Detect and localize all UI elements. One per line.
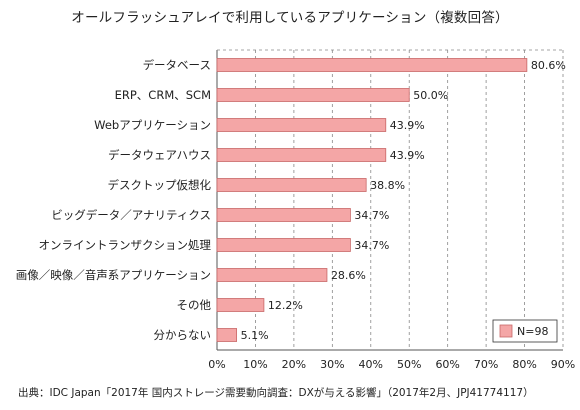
value-label: 34.7% bbox=[354, 239, 389, 252]
bar bbox=[216, 178, 367, 192]
x-tick-label: 60% bbox=[435, 358, 459, 371]
bar bbox=[216, 298, 265, 312]
category-label: 分からない bbox=[154, 328, 212, 342]
x-tick-label: 30% bbox=[320, 358, 344, 371]
category-label: デスクトップ仮想化 bbox=[108, 178, 212, 192]
legend-swatch bbox=[499, 324, 513, 338]
category-label: その他 bbox=[177, 298, 212, 312]
x-tick-label: 50% bbox=[397, 358, 421, 371]
category-label: ERP、CRM、SCM bbox=[115, 88, 211, 102]
chart-title: オールフラッシュアレイで利用しているアプリケーション（複数回答） bbox=[71, 10, 509, 26]
category-label: オンライントランザクション処理 bbox=[39, 238, 212, 252]
category-label: データベース bbox=[143, 58, 211, 72]
category-label: データウェアハウス bbox=[108, 148, 211, 162]
bar bbox=[216, 118, 387, 132]
value-label: 50.0% bbox=[413, 89, 448, 102]
x-tick-label: 80% bbox=[512, 358, 536, 371]
bar bbox=[216, 208, 351, 222]
x-tick-label: 10% bbox=[243, 358, 267, 371]
bar bbox=[216, 328, 238, 342]
value-label: 12.2% bbox=[268, 299, 303, 312]
chart-source: 出典：IDC Japan「2017年 国内ストレージ需要動向調査：DXが与える影… bbox=[18, 387, 534, 399]
bar bbox=[216, 148, 387, 162]
category-label: Webアプリケーション bbox=[94, 118, 211, 132]
category-label: 画像／映像／音声系アプリケーション bbox=[16, 268, 211, 282]
x-tick-label: 0% bbox=[208, 358, 225, 371]
value-label: 28.6% bbox=[331, 269, 366, 282]
category-label: ビッグデータ／アナリティクス bbox=[51, 208, 211, 222]
bar bbox=[216, 58, 528, 72]
x-tick-label: 90% bbox=[551, 358, 575, 371]
x-tick-label: 20% bbox=[282, 358, 306, 371]
bar bbox=[216, 238, 351, 252]
x-tick-label: 40% bbox=[359, 358, 383, 371]
value-label: 43.9% bbox=[390, 149, 425, 162]
value-label: 34.7% bbox=[354, 209, 389, 222]
bar bbox=[216, 88, 410, 102]
legend-label: N=98 bbox=[517, 325, 548, 338]
value-label: 43.9% bbox=[390, 119, 425, 132]
value-label: 38.8% bbox=[370, 179, 405, 192]
value-label: 5.1% bbox=[241, 329, 269, 342]
bar bbox=[216, 268, 328, 282]
value-label: 80.6% bbox=[531, 59, 566, 72]
x-tick-label: 70% bbox=[474, 358, 498, 371]
